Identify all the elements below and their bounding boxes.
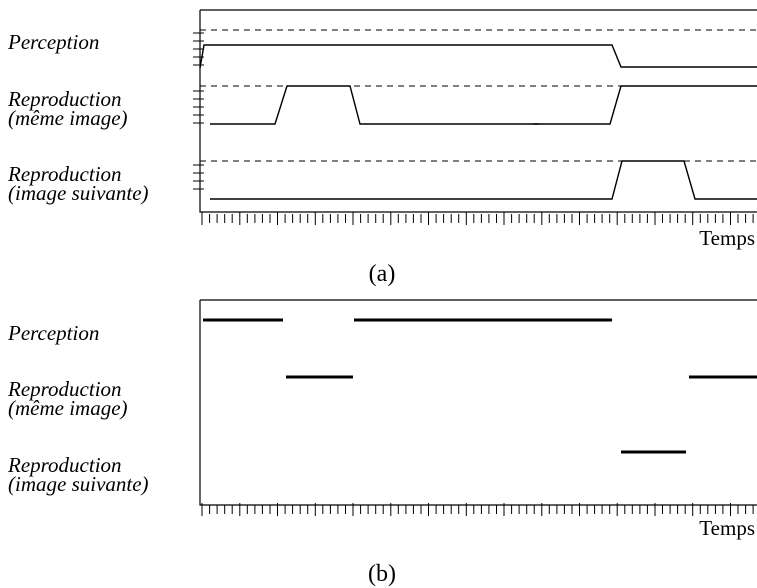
- reproduction-same-label-a: Reproduction: [7, 87, 122, 111]
- panel-b-frame: [199, 299, 757, 506]
- caption-b: (b): [368, 561, 396, 587]
- time-ticks-a: [201, 212, 754, 225]
- perception-label-a: Perception: [7, 30, 99, 54]
- caption-a: (a): [369, 261, 396, 287]
- left-axis-ticks-a: [193, 32, 204, 190]
- panel-a-frame: [199, 9, 757, 213]
- reproduction-same-sub-b: (même image): [8, 396, 128, 420]
- reproduction-next-label-a: Reproduction: [7, 162, 122, 186]
- panel-b: Perception Reproduction (même image) Rep…: [7, 299, 757, 587]
- time-axis-label-a: Temps: [699, 226, 755, 250]
- reproduction-next-signal: [210, 160, 757, 200]
- perception-signal: [199, 44, 757, 69]
- reproduction-same-label-b: Reproduction: [7, 377, 122, 401]
- time-ticks-b: [201, 503, 754, 516]
- reproduction-next-label-b: Reproduction: [7, 453, 122, 477]
- reproduction-same-sub-a: (même image): [8, 106, 128, 130]
- reproduction-next-sub-a: (image suivante): [8, 181, 149, 205]
- reproduction-next-sub-b: (image suivante): [8, 472, 149, 496]
- perception-label-b: Perception: [7, 321, 99, 345]
- time-axis-label-b: Temps: [699, 516, 755, 540]
- reproduction-same-signal: [210, 85, 757, 125]
- panel-a: Perception Reproduction (même image) Rep…: [7, 9, 757, 287]
